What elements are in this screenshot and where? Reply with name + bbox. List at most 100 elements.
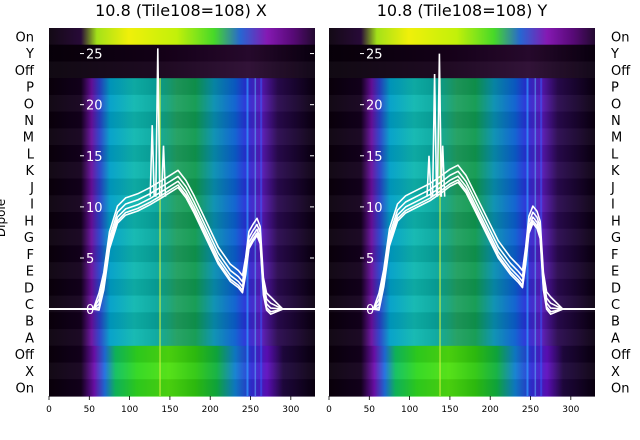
overlay-tick-label: 10 — [86, 201, 103, 216]
heatmap-row-shade — [329, 128, 595, 146]
dipole-row-label: Off — [611, 64, 631, 79]
heatmap-row — [329, 78, 595, 96]
heatmap-row — [49, 379, 315, 397]
heatmap-row — [49, 78, 315, 96]
heatmap-row — [49, 44, 315, 63]
overlay-tick-label: 25 — [366, 48, 383, 63]
x-tick-label: 300 — [562, 405, 579, 415]
dipole-row-label: B — [611, 315, 620, 330]
overlay-spike — [436, 53, 443, 197]
heatmap-row-shade — [329, 111, 595, 129]
heatmap-streak — [534, 78, 537, 396]
dipole-row-label: H — [611, 214, 621, 229]
heatmap-row — [329, 295, 595, 313]
heatmap-row — [49, 145, 315, 163]
dipole-row-label: On — [16, 382, 34, 397]
x-tick-label: 250 — [242, 405, 259, 415]
overlay-spike — [149, 125, 155, 197]
heatmap-row-shade — [329, 262, 595, 279]
dipole-row-label: O — [24, 97, 34, 112]
dipole-axis-label: Dipole — [0, 199, 8, 237]
heatmap-row — [329, 345, 595, 364]
heatmap-row — [329, 94, 595, 113]
heatmap-row-shade — [329, 245, 595, 263]
heatmap-row-shade — [49, 128, 315, 146]
heatmap-row-shade — [329, 228, 595, 246]
dipole-row-label: J — [29, 181, 34, 196]
dipole-row-label: Off — [15, 64, 35, 79]
heatmap-row-shade — [49, 228, 315, 246]
heatmap-row — [49, 278, 315, 297]
heatmap-row-shade — [49, 345, 315, 363]
heatmap-row-shade — [329, 362, 595, 380]
heatmap-row — [329, 379, 595, 397]
x-ticks-x: 0 50 100 150 200 250 300 — [46, 396, 300, 415]
overlay-tick-label: 15 — [366, 150, 383, 165]
heatmap-row — [49, 28, 315, 46]
heatmap-row — [49, 262, 315, 280]
heatmap-row-shade — [49, 44, 315, 62]
dipole-row-label: M — [611, 131, 622, 146]
heatmap-row — [49, 161, 315, 180]
overlay-spike — [160, 145, 167, 197]
dipole-row-label: M — [23, 131, 34, 146]
heatmap-row — [49, 295, 315, 313]
heatmap-row-shade — [329, 145, 595, 162]
x-tick-label: 300 — [282, 405, 299, 415]
heatmap-row-shade — [49, 111, 315, 129]
heatmap-row-shade — [49, 362, 315, 380]
dipole-row-label: N — [611, 114, 621, 129]
overlay-spike — [426, 155, 432, 197]
overlay-tick-label: 25 — [316, 48, 333, 63]
x-tick-label: 0 — [326, 405, 332, 415]
dipole-row-label: F — [27, 248, 34, 263]
heatmap-row-shade — [329, 61, 595, 79]
heatmap-row — [329, 278, 595, 297]
dipole-row-label: K — [25, 164, 34, 179]
dipole-row-label: X — [611, 365, 620, 380]
heatmap-row-shade — [329, 295, 595, 313]
dipole-row-label: I — [30, 198, 34, 213]
heatmap-row-shade — [49, 94, 315, 112]
panel-x: 10.8 (Tile108=108) X Dipole 0 0 5 5 10 10 15 15… — [0, 1, 333, 415]
overlay-tick-label: 15 — [86, 150, 103, 165]
overlay-tick-label: 15 — [316, 150, 333, 165]
overlay-line — [329, 170, 595, 310]
heatmap-row — [49, 312, 315, 330]
overlay-tick-label: 0 — [86, 303, 94, 318]
heatmap-row — [329, 44, 595, 63]
heatmap-row — [49, 61, 315, 79]
overlay-spike — [431, 73, 438, 197]
heatmap-row — [329, 128, 595, 146]
heatmap-row — [329, 262, 595, 280]
overlay-spike — [439, 145, 446, 197]
dipole-row-label: I — [611, 198, 615, 213]
heatmap-row — [49, 195, 315, 213]
x-tick-label: 50 — [364, 405, 376, 415]
x-tick-label: 200 — [482, 405, 499, 415]
dipole-row-label: P — [611, 81, 619, 96]
heatmap-row-shade — [329, 345, 595, 363]
overlay-tick-label: 25 — [86, 48, 103, 63]
heatmap-row-shade — [49, 379, 315, 396]
x-tick-label: 150 — [441, 405, 458, 415]
dipole-row-label: D — [24, 281, 34, 296]
heatmap-row-shade — [49, 78, 315, 95]
dipole-row-label: P — [26, 81, 34, 96]
dipole-row-label: O — [611, 97, 621, 112]
overlay-tick-label: 20 — [86, 99, 103, 114]
dipole-row-label: C — [611, 298, 620, 313]
heatmap-row-shade — [329, 379, 595, 396]
heatmap-row — [329, 362, 595, 380]
heatmap-row-shade — [49, 145, 315, 162]
dipole-row-label: B — [25, 315, 34, 330]
heatmap-row-shade — [49, 312, 315, 330]
overlay-tick-label: 10 — [366, 201, 383, 216]
overlay-tick-label: 20 — [366, 99, 383, 114]
heatmap-row — [329, 111, 595, 129]
heatmap-row-shade — [49, 295, 315, 313]
overlay-tick-label: 0 — [316, 303, 324, 318]
